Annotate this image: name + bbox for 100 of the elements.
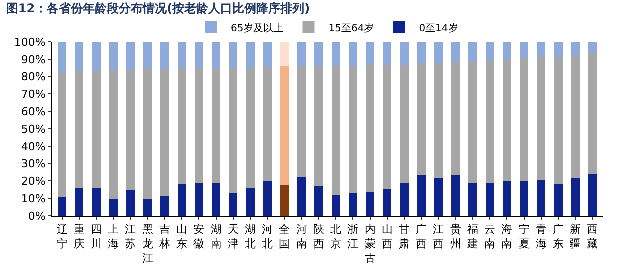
bar (383, 42, 392, 65)
bar (332, 195, 340, 216)
bar (229, 193, 238, 216)
bar (212, 182, 221, 216)
bar (298, 176, 306, 216)
bar (366, 192, 375, 216)
x-tick-label: 重庆 (74, 223, 85, 250)
y-tick-label: 80% (21, 70, 46, 84)
bar (417, 175, 426, 216)
bar (58, 73, 67, 198)
bar (280, 185, 289, 216)
y-tick-label: 0% (28, 210, 46, 223)
bar (126, 190, 135, 216)
bar (348, 42, 358, 66)
bar (452, 42, 460, 63)
bar (263, 67, 272, 182)
bar (502, 181, 512, 216)
bar (178, 42, 186, 68)
y-tick-label: 10% (21, 192, 46, 206)
x-tick-label: 山东 (176, 223, 188, 250)
bar (554, 184, 563, 216)
bar (314, 186, 324, 216)
x-tick-label: 湖南 (210, 223, 222, 250)
bar (520, 42, 529, 59)
bar (314, 66, 324, 186)
x-tick-label: 北京 (330, 223, 342, 250)
bar (366, 42, 375, 65)
bar (280, 42, 289, 66)
x-tick-label: 海南 (502, 223, 513, 250)
bar (263, 42, 272, 68)
bar (160, 42, 170, 70)
bar (452, 62, 460, 176)
bar (109, 42, 118, 71)
bar (383, 64, 392, 189)
bar (109, 199, 118, 216)
x-tick-label: 云南 (484, 223, 496, 250)
bar (298, 66, 306, 177)
x-tick-label: 浙江 (348, 223, 359, 250)
y-tick-label: 40% (21, 140, 46, 154)
chart-title: 图12：各省份年龄段分布情况(按老龄人口比例降序排列) (6, 2, 310, 16)
bar (212, 68, 221, 183)
bar (75, 42, 84, 72)
bar (246, 68, 255, 189)
y-tick-label: 20% (21, 175, 46, 188)
x-tick-label: 湖北 (245, 223, 256, 250)
bar (332, 42, 340, 66)
bar (160, 69, 170, 196)
bar (434, 42, 443, 64)
x-tick-label: 贵州 (450, 223, 462, 250)
bar (400, 42, 409, 65)
legend-label: 15至64岁 (328, 22, 374, 34)
bar (58, 42, 67, 74)
y-tick-label: 30% (21, 158, 46, 171)
bar (58, 197, 67, 216)
x-tick-label: 甘肃 (399, 223, 410, 250)
y-tick-label: 60% (21, 105, 46, 118)
x-tick-label: 江苏 (125, 223, 136, 250)
bar (160, 196, 170, 216)
x-tick-label: 四川 (90, 223, 102, 250)
bar (194, 68, 204, 183)
bar (178, 68, 186, 184)
bar (400, 182, 409, 216)
bar (298, 42, 306, 66)
bar (194, 42, 204, 68)
bar (92, 72, 101, 189)
x-tick-label: 山西 (382, 223, 393, 250)
bar (571, 56, 580, 178)
y-tick-label: 50% (21, 122, 46, 136)
bar (434, 178, 443, 216)
bar (537, 42, 546, 58)
x-tick-label: 黑龙江 (142, 223, 154, 265)
x-tick-label: 河北 (262, 223, 274, 250)
bar (520, 58, 529, 182)
y-tick-label: 90% (21, 53, 46, 66)
x-tick-label: 福建 (466, 223, 478, 250)
x-tick-label: 青海 (536, 223, 547, 250)
x-tick-label: 江西 (433, 223, 444, 250)
x-tick-label: 内蒙古 (364, 223, 376, 265)
bar (588, 42, 598, 53)
legend-label: 0至14岁 (419, 22, 458, 34)
bar (92, 42, 101, 72)
y-tick-label: 100% (14, 36, 46, 49)
bar (229, 68, 238, 194)
bar (109, 70, 118, 200)
bar (126, 70, 135, 190)
bar (348, 66, 358, 194)
bar (468, 42, 478, 62)
bar (537, 57, 546, 180)
x-tick-label: 吉林 (158, 223, 170, 250)
bar (144, 42, 152, 70)
bar (229, 42, 238, 68)
bar (537, 180, 546, 216)
bar (126, 42, 135, 71)
bar (400, 64, 409, 183)
x-tick-label: 陕西 (313, 223, 324, 250)
bar (571, 42, 580, 56)
bar (332, 66, 340, 196)
x-tick-label: 上海 (108, 223, 120, 250)
bar (75, 188, 84, 216)
bar (383, 188, 392, 216)
